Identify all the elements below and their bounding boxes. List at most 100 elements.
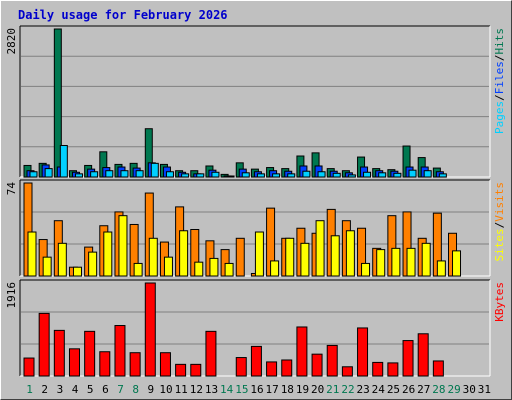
bar-pages-day-19 bbox=[302, 170, 311, 178]
bar-sites-day-26 bbox=[406, 247, 416, 277]
bar-pages-day-25 bbox=[393, 172, 402, 178]
x-tick-label: 3 bbox=[57, 383, 64, 396]
bar-kbytes-day-23 bbox=[357, 327, 369, 377]
x-tick-label: 2 bbox=[41, 383, 48, 396]
x-tick-label: 11 bbox=[175, 383, 188, 396]
bar-pages-day-11 bbox=[181, 173, 190, 178]
bar-pages-day-12 bbox=[196, 173, 205, 178]
x-tick-label: 15 bbox=[235, 383, 248, 396]
bar-sites-day-2 bbox=[42, 256, 52, 277]
x-tick-label: 20 bbox=[311, 383, 324, 396]
bar-kbytes-day-13 bbox=[205, 330, 217, 377]
bar-pages-day-20 bbox=[317, 171, 326, 178]
bar-kbytes-day-10 bbox=[159, 352, 171, 377]
bar-kbytes-day-26 bbox=[402, 340, 414, 377]
legend-pages: Pages bbox=[493, 101, 506, 134]
x-tick-label: 9 bbox=[148, 383, 155, 396]
x-tick-label: 6 bbox=[102, 383, 109, 396]
bar-sites-day-11 bbox=[179, 230, 189, 277]
legend-separator: / bbox=[493, 94, 506, 101]
legend-files: Files bbox=[493, 61, 506, 94]
x-tick-label: 18 bbox=[281, 383, 294, 396]
legend-separator: / bbox=[493, 222, 506, 229]
bar-pages-day-13 bbox=[211, 171, 220, 178]
bar-pages-day-14 bbox=[226, 175, 235, 178]
x-tick-label: 29 bbox=[447, 383, 460, 396]
bar-kbytes-day-8 bbox=[129, 352, 141, 377]
bar-sites-day-23 bbox=[361, 262, 371, 277]
x-tick-label: 13 bbox=[205, 383, 218, 396]
x-tick-label: 27 bbox=[417, 383, 430, 396]
x-tick-label: 10 bbox=[159, 383, 172, 396]
legend-visits: Visits bbox=[493, 182, 506, 222]
x-tick-label: 26 bbox=[402, 383, 415, 396]
bar-kbytes-day-28 bbox=[432, 360, 444, 377]
x-tick-label: 5 bbox=[87, 383, 94, 396]
x-tick-label: 25 bbox=[387, 383, 400, 396]
bar-pages-day-1 bbox=[29, 171, 38, 178]
bar-sites-day-3 bbox=[57, 242, 67, 277]
bar-kbytes-day-12 bbox=[190, 363, 202, 377]
bar-sites-day-20 bbox=[315, 220, 325, 277]
bar-sites-day-6 bbox=[103, 231, 113, 277]
panel-background bbox=[20, 26, 490, 177]
bar-pages-day-2 bbox=[44, 168, 53, 178]
legend-hits: Hits bbox=[493, 28, 506, 55]
bar-kbytes-day-19 bbox=[296, 326, 308, 377]
bar-kbytes-day-18 bbox=[281, 359, 293, 377]
bar-kbytes-day-2 bbox=[38, 312, 50, 377]
x-tick-label: 23 bbox=[357, 383, 370, 396]
bar-kbytes-day-6 bbox=[99, 351, 111, 377]
bar-kbytes-day-11 bbox=[175, 363, 187, 377]
legend-kbytes: KBytes bbox=[493, 282, 506, 322]
y-max-label: 2820 bbox=[5, 28, 18, 55]
bar-pages-day-28 bbox=[438, 173, 447, 178]
bar-kbytes-day-9 bbox=[144, 282, 156, 377]
x-tick-label: 1 bbox=[26, 383, 33, 396]
bar-pages-day-7 bbox=[120, 170, 129, 178]
x-tick-label: 28 bbox=[432, 383, 445, 396]
bar-kbytes-day-5 bbox=[84, 330, 96, 377]
bar-sites-day-19 bbox=[300, 242, 310, 277]
x-tick-label: 12 bbox=[190, 383, 203, 396]
chart-title: Daily usage for February 2026 bbox=[18, 8, 228, 22]
bar-kbytes-day-27 bbox=[417, 333, 429, 377]
bar-sites-day-28 bbox=[436, 260, 446, 277]
bar-pages-day-9 bbox=[150, 162, 159, 178]
bar-kbytes-day-21 bbox=[326, 344, 338, 377]
bar-pages-day-4 bbox=[74, 173, 83, 178]
x-tick-label: 30 bbox=[463, 383, 476, 396]
x-tick-label: 21 bbox=[326, 383, 339, 396]
bar-sites-day-21 bbox=[330, 235, 340, 277]
y-max-label: 74 bbox=[5, 182, 18, 196]
bar-pages-day-15 bbox=[241, 172, 250, 178]
bar-kbytes-day-22 bbox=[341, 366, 353, 377]
x-tick-label: 17 bbox=[266, 383, 279, 396]
legend-visits-sites: Sites/Visits bbox=[493, 182, 506, 262]
bar-sites-day-10 bbox=[163, 256, 173, 277]
bar-kbytes-day-7 bbox=[114, 325, 126, 377]
bar-kbytes-day-24 bbox=[372, 361, 384, 377]
bar-sites-day-7 bbox=[118, 215, 128, 277]
x-tick-label: 24 bbox=[372, 383, 386, 396]
bar-sites-day-8 bbox=[133, 262, 143, 277]
bar-pages-day-8 bbox=[135, 170, 144, 178]
bar-kbytes-day-4 bbox=[68, 348, 80, 377]
bar-pages-day-22 bbox=[347, 174, 356, 178]
bar-pages-day-24 bbox=[378, 172, 387, 178]
x-tick-label: 19 bbox=[296, 383, 309, 396]
bar-pages-day-3 bbox=[59, 145, 68, 178]
bar-visits-day-15 bbox=[235, 237, 245, 277]
legend-kbytes: KBytes bbox=[493, 282, 506, 322]
x-tick-label: 31 bbox=[478, 383, 491, 396]
bar-kbytes-day-20 bbox=[311, 353, 323, 377]
legend-sites: Sites bbox=[493, 228, 506, 261]
bar-sites-day-18 bbox=[285, 237, 295, 277]
x-tick-label: 7 bbox=[117, 383, 124, 396]
bar-sites-day-12 bbox=[194, 261, 204, 277]
bar-pages-day-26 bbox=[408, 169, 417, 178]
bar-pages-day-23 bbox=[363, 171, 372, 178]
legend-hits-files-pages: Pages/Files/Hits bbox=[493, 28, 506, 134]
bar-kbytes-day-1 bbox=[23, 357, 35, 377]
bar-sites-day-13 bbox=[209, 257, 219, 277]
